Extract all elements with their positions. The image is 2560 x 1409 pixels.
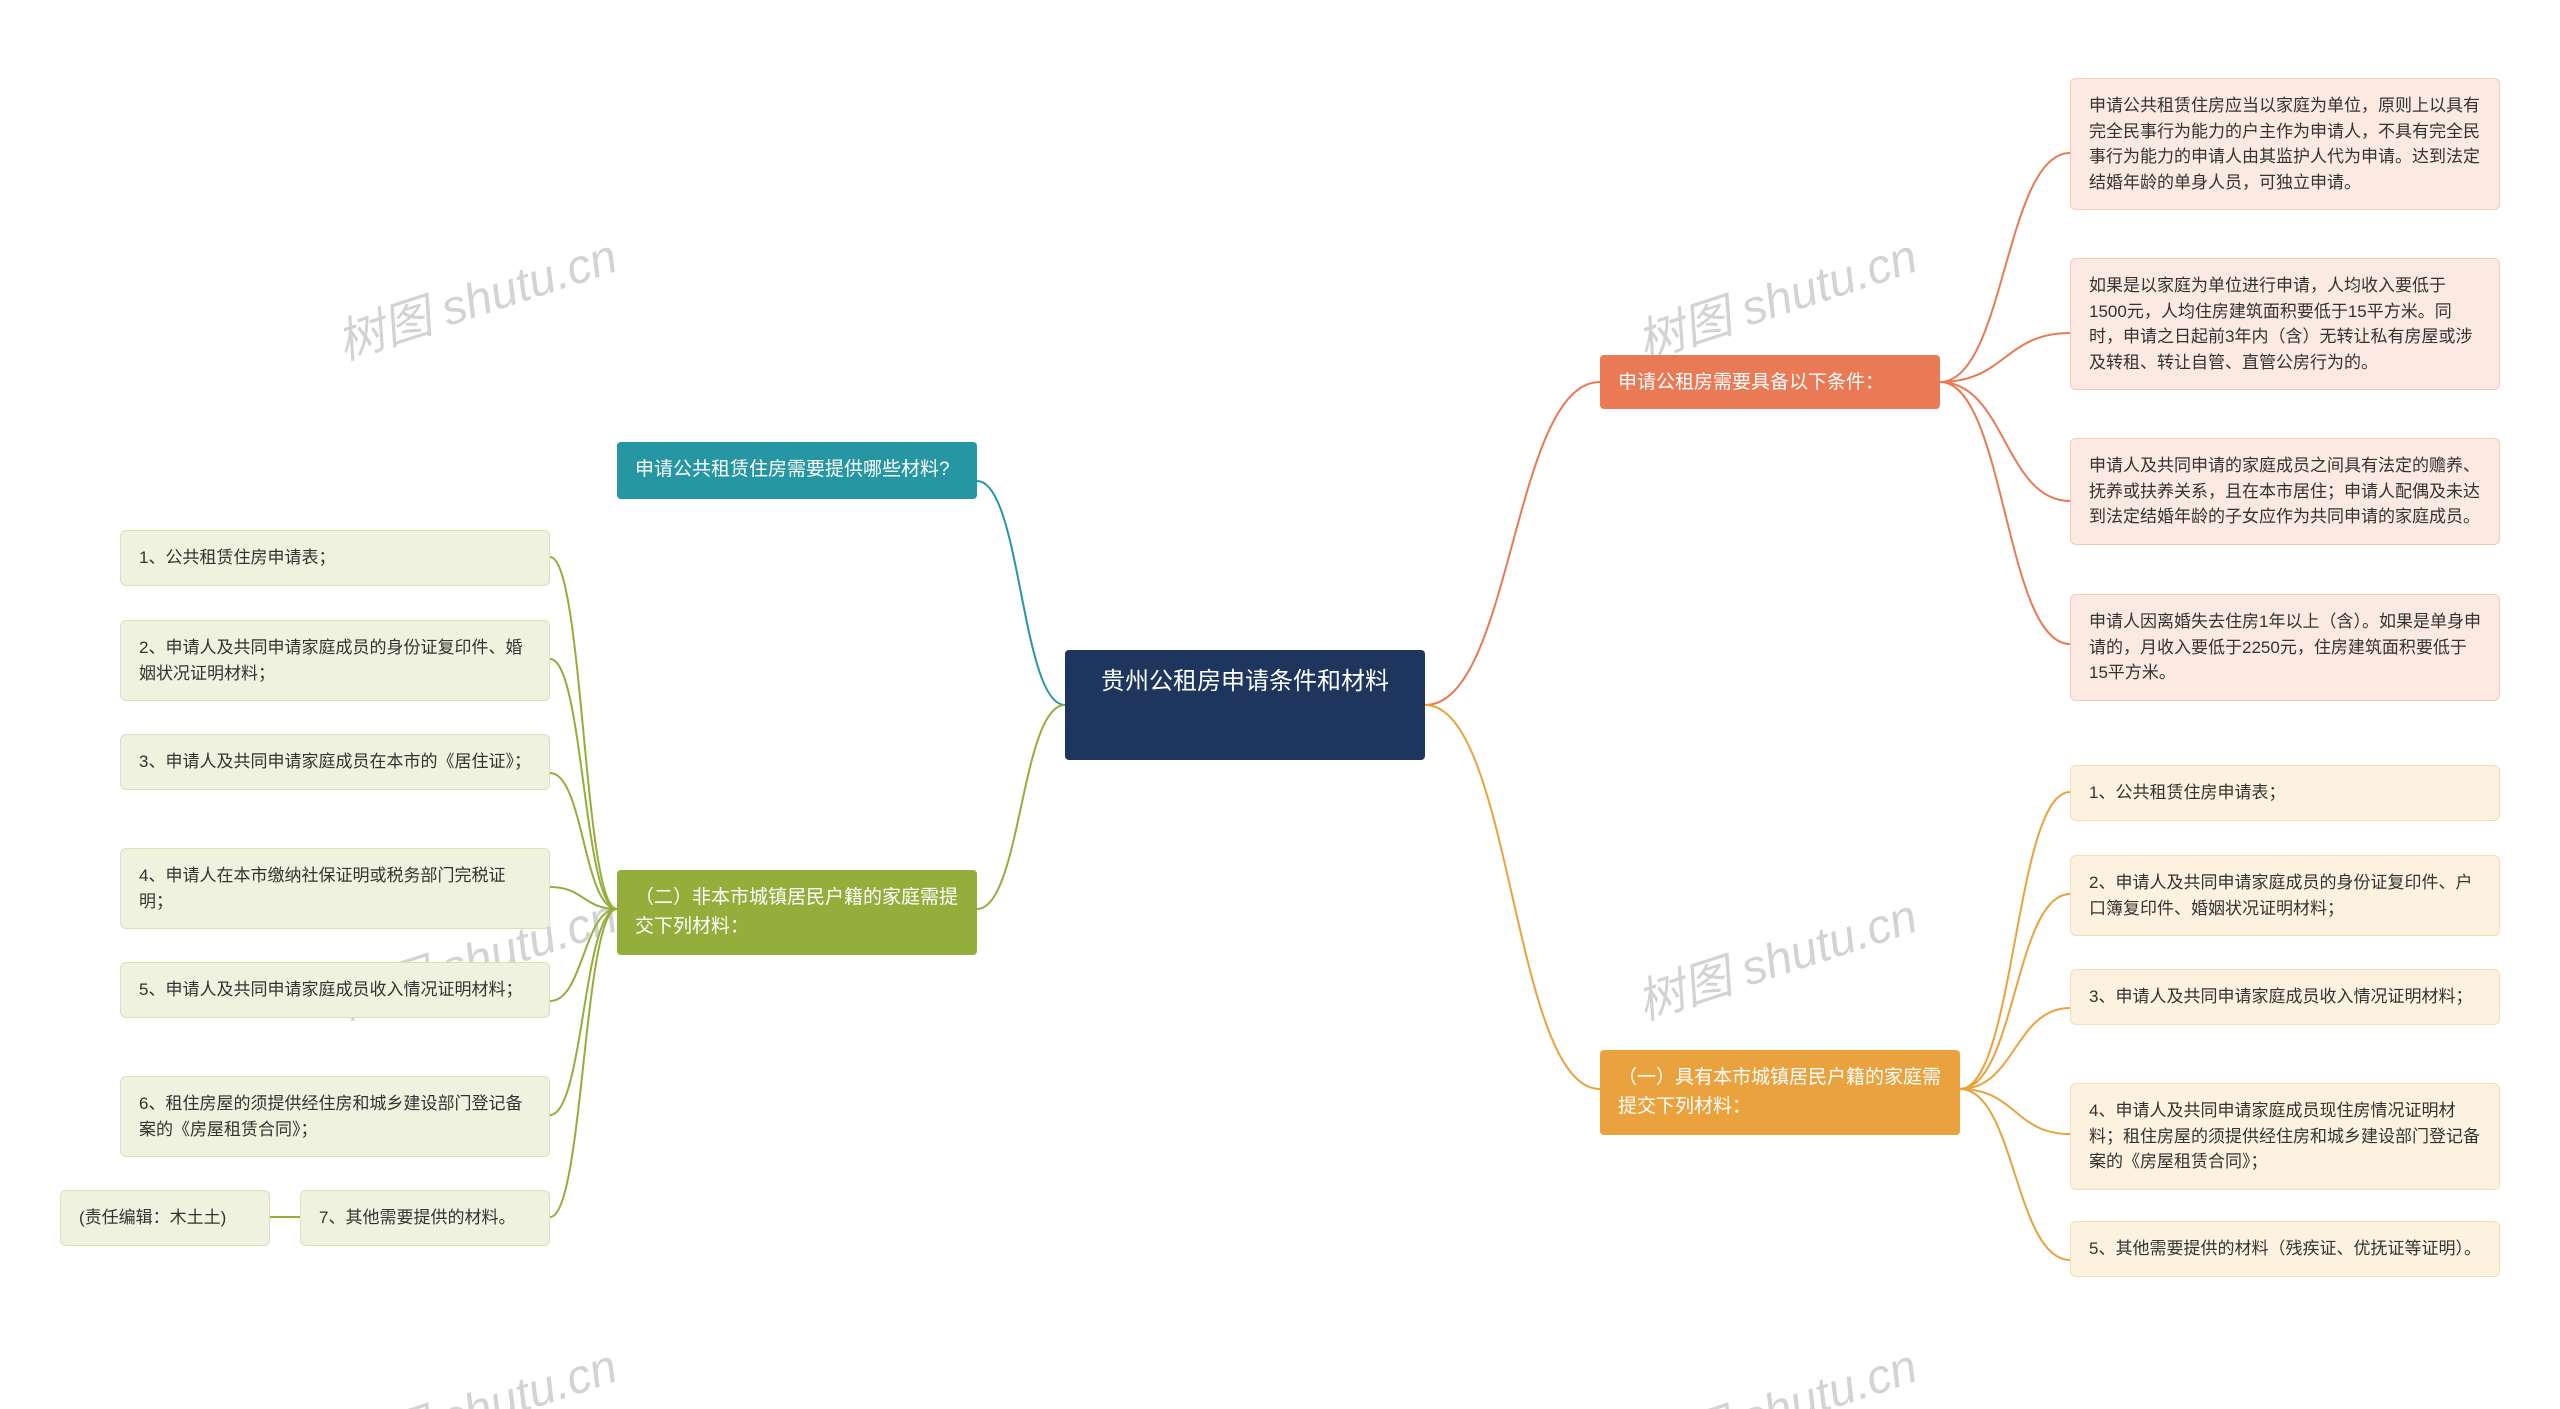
leaf-editor: (责任编辑：木土土)	[60, 1190, 270, 1246]
leaf: 申请人及共同申请的家庭成员之间具有法定的赡养、抚养或扶养关系，且在本市居住；申请…	[2070, 438, 2500, 545]
leaf: 5、其他需要提供的材料（残疾证、优抚证等证明）。	[2070, 1221, 2500, 1277]
watermark: 树图 shutu.cn	[1626, 877, 1924, 1033]
leaf: 4、申请人及共同申请家庭成员现住房情况证明材料；租住房屋的须提供经住房和城乡建设…	[2070, 1083, 2500, 1190]
leaf: 7、其他需要提供的材料。	[300, 1190, 550, 1246]
watermark: 树图 shutu.cn	[326, 1327, 624, 1409]
leaf: 如果是以家庭为单位进行申请，人均收入要低于1500元，人均住房建筑面积要低于15…	[2070, 258, 2500, 390]
watermark: 树图 shutu.cn	[1626, 217, 1924, 373]
leaf: 5、申请人及共同申请家庭成员收入情况证明材料；	[120, 962, 550, 1018]
leaf: 1、公共租赁住房申请表；	[120, 530, 550, 586]
leaf: 6、租住房屋的须提供经住房和城乡建设部门登记备案的《房屋租赁合同》；	[120, 1076, 550, 1157]
leaf: 4、申请人在本市缴纳社保证明或税务部门完税证明；	[120, 848, 550, 929]
branch-conditions: 申请公租房需要具备以下条件：	[1600, 355, 1940, 409]
branch-materials-local: （一）具有本市城镇居民户籍的家庭需提交下列材料：	[1600, 1050, 1960, 1135]
watermark: 树图 shutu.cn	[1626, 1327, 1924, 1409]
branch-materials-question: 申请公共租赁住房需要提供哪些材料?	[617, 442, 977, 499]
branch-materials-nonlocal: （二）非本市城镇居民户籍的家庭需提交下列材料：	[617, 870, 977, 955]
leaf: 3、申请人及共同申请家庭成员收入情况证明材料；	[2070, 969, 2500, 1025]
leaf: 1、公共租赁住房申请表；	[2070, 765, 2500, 821]
leaf: 申请人因离婚失去住房1年以上（含）。如果是单身申请的，月收入要低于2250元，住…	[2070, 594, 2500, 701]
leaf: 申请公共租赁住房应当以家庭为单位，原则上以具有完全民事行为能力的户主作为申请人，…	[2070, 78, 2500, 210]
mindmap-canvas: 树图 shutu.cn 树图 shutu.cn 树图 shutu.cn 树图 s…	[0, 0, 2560, 1409]
leaf: 3、申请人及共同申请家庭成员在本市的《居住证》；	[120, 734, 550, 790]
root-node: 贵州公租房申请条件和材料	[1065, 650, 1425, 760]
watermark: 树图 shutu.cn	[326, 217, 624, 373]
leaf: 2、申请人及共同申请家庭成员的身份证复印件、婚姻状况证明材料；	[120, 620, 550, 701]
leaf: 2、申请人及共同申请家庭成员的身份证复印件、户口簿复印件、婚姻状况证明材料；	[2070, 855, 2500, 936]
